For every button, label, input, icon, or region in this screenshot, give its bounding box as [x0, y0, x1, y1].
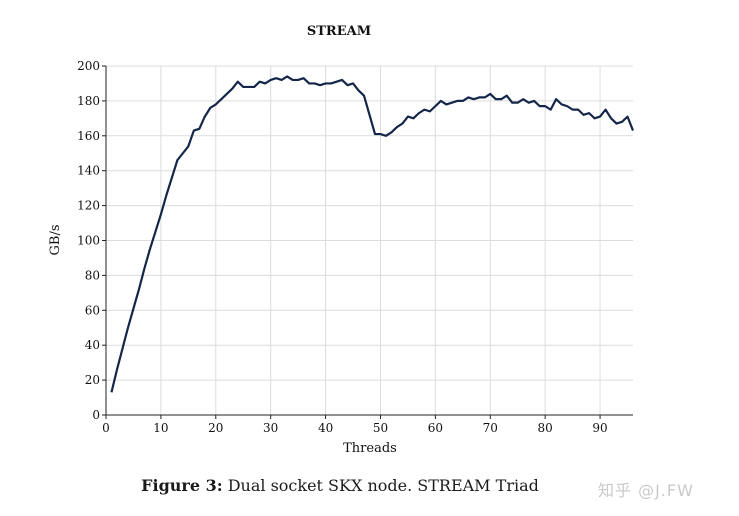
x-tick-label: 60: [428, 421, 443, 435]
x-tick-label: 80: [538, 421, 553, 435]
watermark: 知乎 @J.FW: [598, 481, 694, 500]
y-axis-label: GB/s: [48, 225, 63, 256]
stream-chart: STREAM 0 20 40 60 80 100 120 140 160 180 200 0 10 20 3…: [48, 24, 635, 456]
x-tick-label: 20: [208, 421, 223, 435]
y-tick-label: 40: [85, 338, 100, 352]
series-line: [110, 75, 635, 393]
x-tick-label: 40: [318, 421, 333, 435]
y-tick-label: 20: [85, 373, 100, 387]
y-tick-label: 140: [77, 164, 100, 178]
x-tick-label: 90: [592, 421, 607, 435]
y-tick-label: 0: [92, 408, 100, 422]
y-tick-label: 100: [77, 234, 100, 248]
y-tick-label: 160: [77, 129, 100, 143]
y-tick-label: 80: [85, 268, 100, 282]
y-tick-label: 180: [77, 94, 100, 108]
y-tick-label: 120: [77, 199, 100, 213]
x-tick-label: 70: [483, 421, 498, 435]
x-tick-label: 30: [263, 421, 278, 435]
grid: [106, 65, 633, 415]
figure-caption-text: Dual socket SKX node. STREAM Triad: [222, 476, 539, 495]
chart-title: STREAM: [307, 24, 371, 39]
x-tick-label: 0: [102, 421, 110, 435]
x-axis-label: Threads: [343, 441, 397, 456]
y-tick-label: 200: [77, 59, 100, 73]
x-tick-label: 10: [153, 421, 168, 435]
figure-caption: Figure 3: Dual socket SKX node. STREAM T…: [0, 476, 680, 495]
figure-caption-label: Figure 3:: [141, 476, 223, 495]
ticks: 0 20 40 60 80 100 120 140 160 180 200 0 10 20 30 40 50 60…: [77, 59, 608, 435]
x-tick-label: 50: [373, 421, 388, 435]
y-tick-label: 60: [85, 303, 100, 317]
